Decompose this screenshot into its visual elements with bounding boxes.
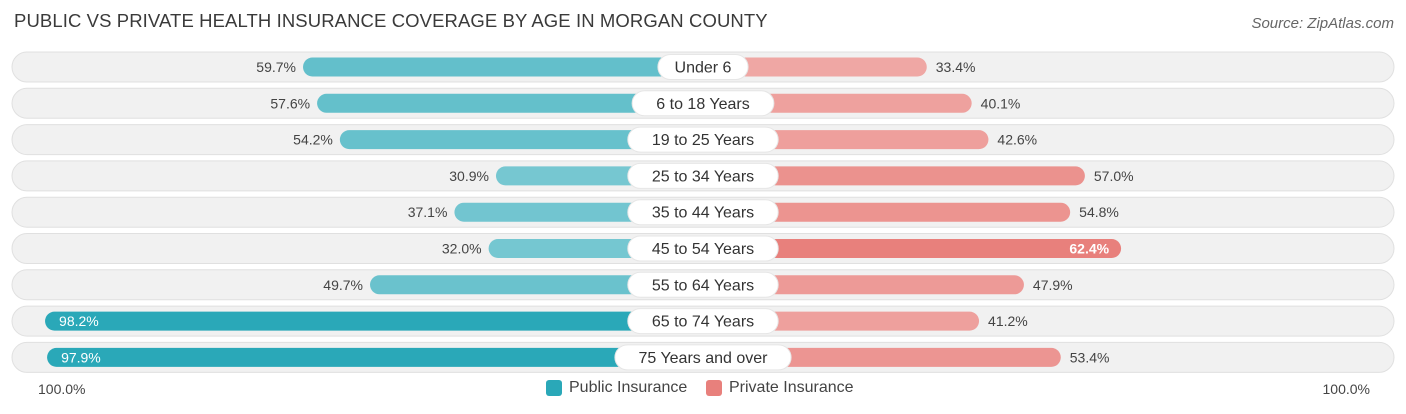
legend-item-public: Public Insurance [546,379,687,397]
private-value-label: 57.0% [1094,168,1134,184]
legend-label-public: Public Insurance [569,379,688,396]
category-label: 25 to 34 Years [652,168,754,185]
private-value-label: 42.6% [997,132,1037,148]
public-bar [303,57,703,77]
chart-title: PUBLIC VS PRIVATE HEALTH INSURANCE COVER… [14,10,768,31]
category-pill [627,162,779,189]
private-bar [703,202,1071,222]
public-value-label: 49.7% [323,277,363,293]
category-label: 6 to 18 Years [656,96,749,113]
private-value-label: 54.8% [1079,204,1119,220]
category-pill [627,308,779,335]
chart-plot: 59.7% 33.4% Under 6 57.6% 40.1% 6 to 18 Years… [11,51,1395,373]
private-value-label: 53.4% [1070,349,1110,365]
private-bar [703,275,1024,295]
category-pill [657,54,749,80]
category-label: 19 to 25 Years [652,132,754,149]
category-label: Under 6 [675,60,732,77]
public-value-label: 97.9% [61,349,101,365]
category-label: 65 to 74 Years [652,314,754,331]
public-value-label: 37.1% [408,204,448,220]
public-bar [370,275,703,295]
category-pill [627,126,779,153]
private-value-label: 62.4% [1069,241,1109,257]
private-bar [703,347,1061,367]
private-value-label: 40.1% [981,95,1021,111]
public-bar [339,130,703,150]
public-bar [45,311,704,331]
legend-swatch-private [706,380,722,396]
axis-label-left: 100.0% [38,381,86,397]
public-value-label: 30.9% [449,168,489,184]
public-bar [47,347,703,367]
category-label: 55 to 64 Years [652,277,754,294]
public-value-label: 54.2% [293,132,333,148]
private-value-label: 47.9% [1033,277,1073,293]
legend-label-private: Private Insurance [729,379,854,396]
category-label: 35 to 44 Years [652,205,754,222]
category-label: 45 to 54 Years [652,241,754,258]
public-value-label: 59.7% [256,59,296,75]
private-bar [703,239,1122,258]
chart-legend: Public Insurance Private Insurance [0,379,1406,401]
axis-label-right: 100.0% [1322,381,1370,397]
private-bar [703,166,1085,186]
private-value-label: 41.2% [988,313,1028,329]
category-label: 75 Years and over [639,350,769,367]
private-bar [703,57,927,77]
public-bar [317,93,703,113]
public-value-label: 32.0% [442,241,482,257]
category-pill [631,90,775,117]
chart-source: Source: ZipAtlas.com [1251,15,1394,32]
public-value-label: 57.6% [270,95,310,111]
public-value-label: 98.2% [59,313,99,329]
category-pill [627,271,779,298]
private-value-label: 33.4% [936,59,976,75]
legend-swatch-public [546,380,562,396]
category-pill [627,235,779,262]
legend-item-private: Private Insurance [706,379,854,397]
category-pill [627,199,779,226]
category-pill [614,344,792,371]
